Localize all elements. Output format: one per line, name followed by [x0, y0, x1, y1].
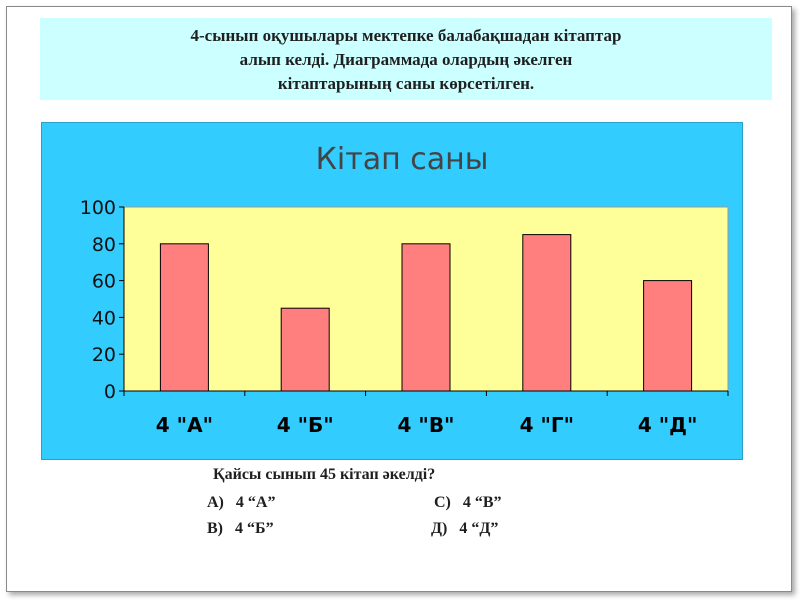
y-tick-label: 60 [92, 271, 116, 293]
chart-panel: Кітап саны 0 20 40 60 80 100 4 "А" 4 "Б" 4 "В" 4 "… [41, 122, 743, 460]
option-c[interactable]: С) 4 “В” [434, 494, 502, 511]
header-line-1: 4-сынып оқушылары мектепке балабақшадан … [190, 26, 622, 45]
option-d[interactable]: Д) 4 “Д” [431, 520, 499, 537]
x-category-label: 4 "Г" [520, 413, 574, 437]
bar [522, 234, 572, 392]
question-text: Қайсы сынып 45 кітап әкелді? [213, 466, 436, 483]
bar [159, 243, 209, 392]
header-line-3: кітаптарының саны көрсетілген. [277, 74, 535, 93]
x-category-label: 4 "Б" [277, 413, 334, 437]
bar [643, 280, 693, 392]
y-tick-label: 0 [104, 381, 116, 403]
x-category-label: 4 "Д" [638, 413, 698, 437]
header-box: 4-сынып оқушылары мектепке балабақшадан … [40, 18, 772, 100]
chart-title: Кітап саны [316, 142, 489, 177]
bar [401, 243, 451, 392]
option-a[interactable]: А) 4 “А” [207, 494, 276, 511]
y-tick-label: 40 [92, 307, 116, 329]
y-tick-label: 80 [92, 234, 116, 256]
y-tick-label: 100 [80, 197, 116, 219]
option-b[interactable]: В) 4 “Б” [207, 520, 274, 537]
x-category-label: 4 "В" [398, 413, 455, 437]
bar [280, 307, 330, 392]
header-line-2: алып келді. Диаграммада олардың әкелген [239, 50, 573, 69]
bar-chart: Кітап саны 0 20 40 60 80 100 4 "А" 4 "Б" 4 "В" 4 "… [80, 142, 729, 437]
x-category-label: 4 "А" [156, 413, 213, 437]
y-tick-label: 20 [92, 344, 116, 366]
